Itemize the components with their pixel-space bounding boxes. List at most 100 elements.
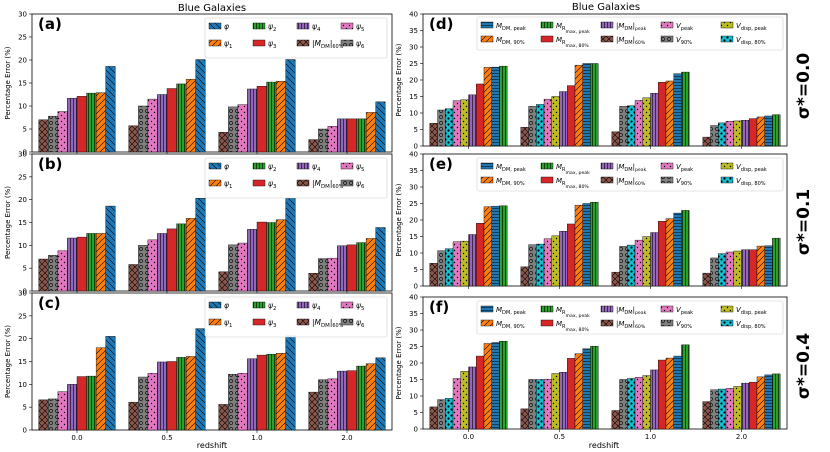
- right-figure-title: Blue Galaxies: [572, 2, 640, 13]
- legend-item: ψ5: [340, 162, 364, 173]
- svg-text:ψ4: ψ4: [312, 22, 321, 33]
- bar: [138, 376, 149, 431]
- y-tick-label: 5: [414, 126, 418, 134]
- svg-text:Vdisp, 80%: Vdisp, 80%: [736, 36, 766, 46]
- legend-item: MDM, peak: [480, 305, 526, 316]
- bar: [157, 94, 168, 153]
- bar: [551, 373, 560, 430]
- bar: [237, 104, 248, 153]
- bar: [499, 65, 508, 147]
- bar: [741, 249, 750, 287]
- y-tick-label: 0: [414, 143, 418, 151]
- svg-text:MRmax, peak: MRmax, peak: [556, 163, 590, 176]
- y-tick-label: 5: [414, 266, 418, 274]
- panel-label: (b): [38, 155, 62, 173]
- bar: [147, 373, 158, 431]
- bar: [764, 115, 773, 147]
- bar: [337, 370, 348, 431]
- legend-item: Vpeak: [660, 21, 693, 32]
- bar: [138, 245, 149, 292]
- legend-item: MRmax, peak: [540, 162, 590, 176]
- bar: [681, 210, 690, 287]
- bar: [57, 391, 68, 431]
- y-tick-label: 25: [409, 200, 418, 208]
- y-axis-label: Percentage Error (%): [395, 326, 403, 399]
- svg-text:ψ2: ψ2: [268, 301, 276, 312]
- svg-text:MDM, peak: MDM, peak: [496, 306, 526, 316]
- bar: [468, 94, 477, 147]
- y-tick-label: 15: [409, 93, 418, 101]
- bar: [543, 378, 552, 430]
- bar: [756, 116, 765, 147]
- bar: [365, 112, 376, 153]
- bar: [308, 139, 319, 153]
- bar: [749, 381, 758, 430]
- legend-item: φ: [208, 22, 229, 31]
- svg-text:φ: φ: [224, 301, 229, 310]
- bar: [536, 104, 545, 147]
- bar: [95, 92, 106, 153]
- bar: [176, 83, 187, 153]
- x-tick-label: 0.5: [161, 434, 172, 442]
- row-label-sigma-0-1: σ*=0.1: [794, 189, 814, 256]
- bar: [285, 335, 296, 431]
- bar: [543, 98, 552, 147]
- svg-text:Vdisp, 80%: Vdisp, 80%: [736, 177, 766, 187]
- bar: [38, 399, 49, 431]
- legend-item: ψ5: [340, 22, 364, 33]
- svg-text:MRmax, peak: MRmax, peak: [556, 22, 590, 35]
- bar: [725, 251, 734, 287]
- bar: [38, 258, 49, 292]
- svg-text:MRmax, 80%: MRmax, 80%: [556, 320, 589, 333]
- bar: [337, 245, 348, 292]
- bar: [445, 248, 454, 287]
- svg-text:Vdisp, peak: Vdisp, peak: [736, 22, 767, 32]
- legend-item: ψ1: [208, 39, 232, 50]
- bar: [86, 92, 97, 153]
- legend-item: φ: [208, 162, 229, 171]
- y-tick-label: 35: [409, 27, 418, 35]
- bar: [619, 106, 628, 147]
- svg-text:ψ5: ψ5: [356, 301, 364, 312]
- y-tick-label: 5: [23, 126, 27, 134]
- bar: [491, 342, 500, 430]
- bar: [673, 73, 682, 147]
- y-axis-label: Percentage Error (%): [395, 183, 403, 256]
- bar: [285, 198, 296, 292]
- bar: [157, 361, 168, 431]
- chart-panel-4: 0 5 10 15 20 25 30 35 40 Percentage Error (%) (e) M…: [395, 151, 788, 291]
- bar: [650, 369, 659, 430]
- svg-text:ψ6: ψ6: [356, 39, 365, 50]
- svg-text:|MDM|60%: |MDM|60%: [312, 179, 344, 190]
- svg-text:|MDM|peak: |MDM|peak: [616, 163, 647, 173]
- bar: [460, 99, 469, 147]
- y-axis-label: Percentage Error (%): [4, 46, 12, 119]
- svg-text:V90%: V90%: [676, 177, 692, 187]
- legend: MDM, peak MRmax, peak |MDM|peak Vpeak Vdisp,…: [476, 157, 784, 192]
- bar: [673, 355, 682, 430]
- chart-panel-2: 0 5 10 15 20 25 30 Percentage Error (%) 0.0 0.5 1.…: [4, 290, 393, 442]
- bar: [76, 376, 87, 431]
- bar: [76, 96, 87, 153]
- legend-item: Vdisp, peak: [720, 305, 767, 316]
- svg-text:ψ4: ψ4: [312, 162, 321, 173]
- legend-item: |MDM|60%: [296, 318, 344, 329]
- bar: [528, 244, 537, 287]
- y-tick-label: 0: [23, 288, 27, 296]
- bar: [627, 244, 636, 287]
- bar: [445, 108, 454, 147]
- bar: [590, 63, 599, 147]
- bar: [772, 373, 781, 430]
- legend-item: MDM, peak: [480, 21, 526, 32]
- bar: [452, 241, 461, 287]
- bar: [237, 373, 248, 431]
- svg-text:|MDM|60%: |MDM|60%: [312, 39, 344, 50]
- legend-item: |MDM|60%: [296, 39, 344, 50]
- bar: [452, 100, 461, 147]
- bar: [48, 115, 59, 153]
- y-tick-label: 20: [409, 360, 418, 368]
- legend-item: MDM, 90%: [480, 176, 525, 187]
- legend-item: ψ3: [252, 318, 276, 329]
- bar: [476, 223, 485, 287]
- y-tick-label: 0: [414, 426, 418, 434]
